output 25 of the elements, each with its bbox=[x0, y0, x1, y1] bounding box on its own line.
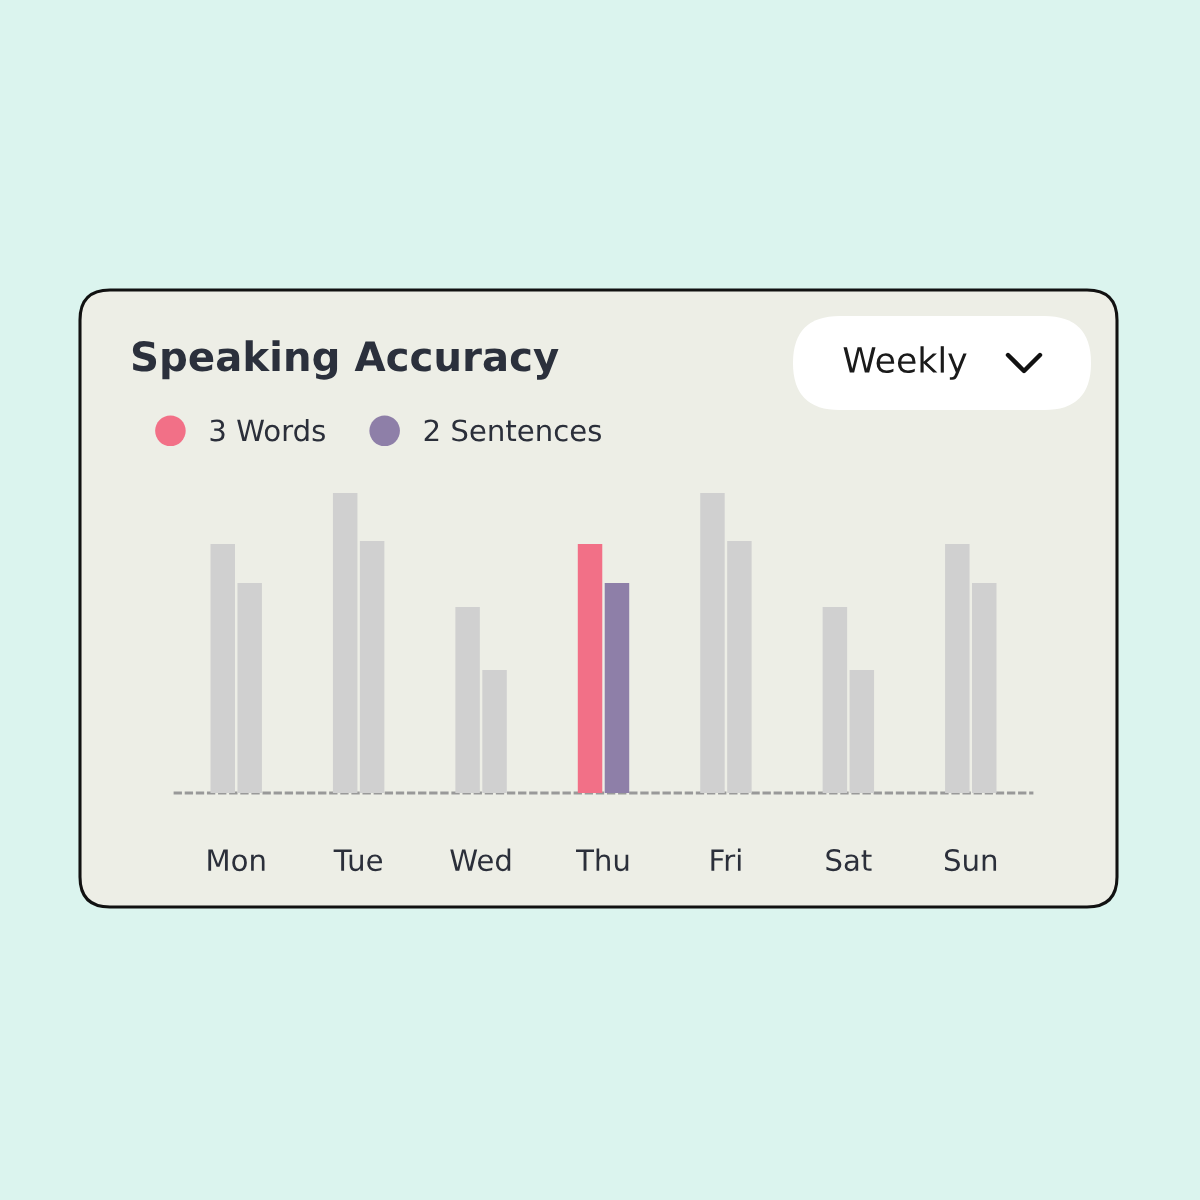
x-tick-label: Sat bbox=[826, 849, 872, 872]
x-tick-label: Thu bbox=[576, 848, 629, 872]
legend-label: 3 Words bbox=[210, 418, 325, 442]
x-tick-label: Tue bbox=[333, 849, 383, 872]
x-tick-label: Mon bbox=[208, 849, 265, 872]
bar bbox=[822, 607, 848, 793]
bar bbox=[577, 544, 603, 793]
text: Weekly bbox=[843, 346, 967, 380]
bar bbox=[945, 544, 970, 793]
x-tick-label: Sun bbox=[944, 849, 997, 872]
legend-label: 2 Sentences bbox=[424, 419, 601, 442]
bar bbox=[210, 544, 235, 793]
bar bbox=[455, 607, 480, 793]
bar bbox=[332, 493, 358, 793]
bar bbox=[359, 541, 385, 793]
x-tick-label: Wed bbox=[450, 848, 511, 872]
x-tick-label: Fri bbox=[711, 848, 741, 871]
chart-title: Speaking Accuracy bbox=[132, 340, 559, 380]
bar bbox=[604, 583, 630, 793]
bar bbox=[482, 670, 507, 793]
bar bbox=[972, 583, 997, 793]
bar bbox=[727, 541, 752, 793]
bar bbox=[849, 670, 875, 793]
bar bbox=[237, 583, 262, 793]
bar bbox=[700, 493, 725, 793]
